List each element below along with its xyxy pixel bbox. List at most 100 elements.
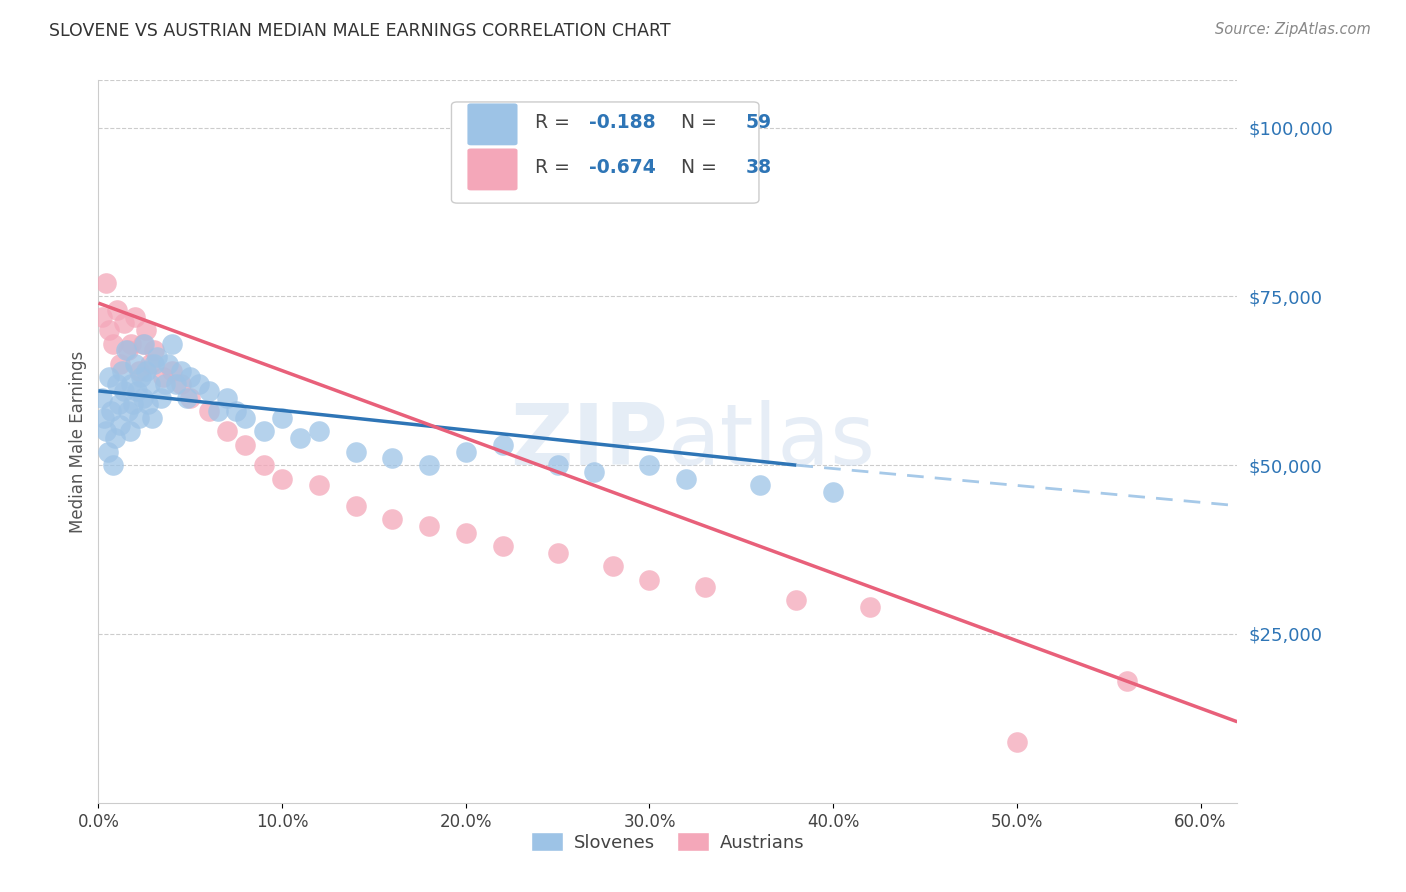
Point	[1116, 674, 1139, 689]
Point	[139, 377, 162, 392]
Point	[344, 499, 367, 513]
Point	[785, 593, 807, 607]
Point	[675, 472, 697, 486]
Point	[253, 425, 276, 439]
Point	[139, 357, 162, 371]
Point	[179, 370, 201, 384]
Point	[135, 364, 157, 378]
Y-axis label: Median Male Earnings: Median Male Earnings	[69, 351, 87, 533]
Text: R =: R =	[534, 113, 575, 132]
Text: N =: N =	[669, 113, 723, 132]
Point	[101, 336, 124, 351]
Point	[112, 384, 135, 398]
Point	[859, 599, 882, 614]
Point	[547, 458, 569, 472]
Point	[125, 384, 148, 398]
Point	[823, 485, 845, 500]
Point	[101, 458, 124, 472]
Point	[128, 364, 150, 378]
Point	[235, 411, 257, 425]
Point	[98, 323, 121, 337]
Point	[105, 377, 128, 392]
Text: R =: R =	[534, 159, 575, 178]
Point	[253, 458, 276, 472]
Text: -0.188: -0.188	[589, 113, 655, 132]
Point	[100, 404, 122, 418]
Point	[117, 404, 139, 418]
Point	[110, 357, 132, 371]
Point	[454, 525, 477, 540]
Point	[107, 397, 129, 411]
Point	[170, 364, 193, 378]
Point	[91, 391, 114, 405]
Point	[583, 465, 606, 479]
Point	[308, 478, 330, 492]
Text: Source: ZipAtlas.com: Source: ZipAtlas.com	[1215, 22, 1371, 37]
Point	[197, 384, 219, 398]
Point	[491, 539, 513, 553]
Point	[97, 444, 120, 458]
FancyBboxPatch shape	[467, 148, 517, 190]
Point	[547, 546, 569, 560]
Point	[93, 411, 115, 425]
Text: -0.674: -0.674	[589, 159, 657, 178]
Point	[142, 343, 165, 358]
Point	[176, 391, 198, 405]
Text: 59: 59	[745, 113, 772, 132]
Point	[225, 404, 247, 418]
Point	[344, 444, 367, 458]
Point	[98, 370, 121, 384]
Point	[112, 317, 135, 331]
Point	[271, 472, 294, 486]
Point	[105, 302, 128, 317]
Point	[271, 411, 294, 425]
Point	[418, 519, 440, 533]
Point	[160, 336, 183, 351]
Point	[197, 404, 219, 418]
FancyBboxPatch shape	[451, 102, 759, 203]
Point	[165, 377, 187, 392]
Point	[491, 438, 513, 452]
Point	[136, 397, 159, 411]
Point	[131, 336, 153, 351]
Point	[94, 276, 117, 290]
Point	[115, 343, 138, 358]
Point	[121, 336, 143, 351]
Point	[454, 444, 477, 458]
Point	[290, 431, 312, 445]
Point	[117, 343, 139, 358]
Point	[110, 417, 132, 432]
Point	[638, 573, 661, 587]
Point	[121, 377, 143, 392]
Point	[235, 438, 257, 452]
Point	[381, 451, 404, 466]
Point	[153, 377, 176, 392]
Point	[748, 478, 770, 492]
Point	[135, 323, 157, 337]
Legend: Slovenes, Austrians: Slovenes, Austrians	[523, 825, 813, 859]
Text: SLOVENE VS AUSTRIAN MEDIAN MALE EARNINGS CORRELATION CHART: SLOVENE VS AUSTRIAN MEDIAN MALE EARNINGS…	[49, 22, 671, 40]
Point	[381, 512, 404, 526]
Text: atlas: atlas	[668, 400, 876, 483]
Point	[131, 391, 153, 405]
Point	[124, 310, 146, 324]
Point	[149, 391, 172, 405]
Point	[170, 377, 193, 392]
Point	[418, 458, 440, 472]
Point	[207, 404, 229, 418]
Point	[157, 357, 180, 371]
Point	[118, 425, 141, 439]
Text: ZIP: ZIP	[510, 400, 668, 483]
Point	[124, 357, 146, 371]
Point	[134, 336, 156, 351]
Point	[91, 310, 114, 324]
Point	[215, 425, 238, 439]
Point	[179, 391, 201, 405]
FancyBboxPatch shape	[467, 103, 517, 145]
Text: N =: N =	[669, 159, 723, 178]
Point	[146, 350, 169, 364]
Point	[152, 370, 174, 384]
Text: 38: 38	[745, 159, 772, 178]
Point	[308, 425, 330, 439]
Point	[188, 377, 211, 392]
